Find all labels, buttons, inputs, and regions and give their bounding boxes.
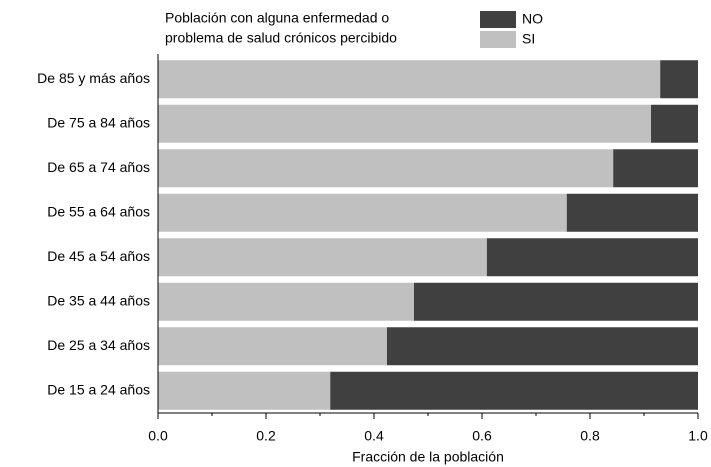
x-tick-label: 0.2 (256, 428, 276, 444)
x-axis-label: Fracción de la población (352, 449, 504, 465)
legend-swatch (480, 11, 516, 28)
bar-segment (566, 193, 698, 232)
legend-title: problema de salud crónicos percibido (165, 30, 397, 46)
y-tick-label: De 55 a 64 años (47, 203, 150, 219)
x-tick-label: 0.0 (148, 428, 168, 444)
bar-segment (158, 371, 331, 410)
bar-segment (613, 149, 698, 188)
x-tick-label: 1.0 (688, 428, 708, 444)
y-tick-label: De 25 a 34 años (47, 337, 150, 353)
y-tick-label: De 85 y más años (37, 70, 150, 86)
legend-label: SI (522, 31, 535, 47)
bar-segment (158, 104, 652, 143)
bar-segment (413, 282, 698, 321)
x-tick-label: 0.6 (472, 428, 492, 444)
y-tick-label: De 65 a 74 años (47, 159, 150, 175)
legend-swatch (480, 31, 516, 48)
legend-title: Población con alguna enfermedad o (165, 10, 389, 26)
bar-segment (158, 327, 387, 366)
bar-segment (486, 238, 698, 277)
y-tick-label: De 75 a 84 años (47, 114, 150, 130)
bar-segment (158, 282, 414, 321)
y-tick-label: De 35 a 44 años (47, 292, 150, 308)
bar-segment (386, 327, 698, 366)
y-tick-label: De 45 a 54 años (47, 248, 150, 264)
bar-segment (158, 238, 487, 277)
y-tick-label: De 15 a 24 años (47, 381, 150, 397)
x-tick-label: 0.8 (580, 428, 600, 444)
x-tick-label: 0.4 (364, 428, 384, 444)
legend-label: NO (522, 11, 543, 27)
bar-segment (651, 104, 698, 143)
bar-segment (660, 60, 698, 99)
bar-segment (158, 193, 567, 232)
bar-segment (158, 60, 661, 99)
bar-segment (158, 149, 614, 188)
bar-segment (330, 371, 698, 410)
